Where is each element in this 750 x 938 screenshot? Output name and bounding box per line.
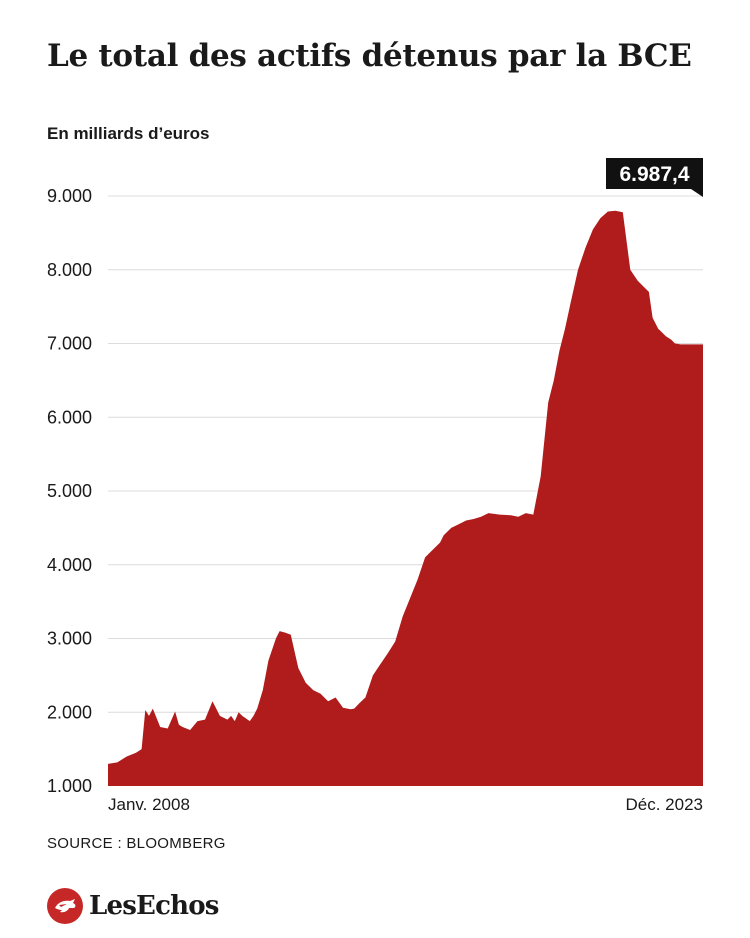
brand-logo: LesEchos: [47, 888, 219, 924]
y-tick-label: 3.000: [47, 629, 92, 649]
annotation-value: 6.987,4: [619, 163, 689, 186]
y-tick-label: 6.000: [47, 407, 92, 427]
y-tick-label: 1.000: [47, 776, 92, 796]
x-axis-start-label: Janv. 2008: [108, 795, 190, 814]
chart-title: Le total des actifs détenus par la BCE: [47, 38, 692, 74]
y-tick-label: 9.000: [47, 186, 92, 206]
source-note: SOURCE : BLOOMBERG: [47, 835, 226, 852]
x-axis-end-label: Déc. 2023: [626, 795, 704, 814]
y-axis-unit-label: En milliards d’euros: [47, 124, 210, 143]
annotation-pointer: [691, 189, 703, 197]
y-tick-label: 2.000: [47, 702, 92, 722]
area-series: [108, 210, 703, 787]
y-tick-label: 8.000: [47, 260, 92, 280]
annotation-box: [606, 158, 703, 189]
y-tick-label: 7.000: [47, 334, 92, 354]
y-tick-label: 4.000: [47, 555, 92, 575]
y-tick-label: 5.000: [47, 481, 92, 501]
brand-name: LesEchos: [89, 891, 219, 921]
end-value-annotation: 6.987,4: [606, 158, 703, 197]
area-chart: 1.000 2.000 3.000 4.000 5.000 6.000 7.000 8.000…: [47, 158, 704, 814]
les-echos-logo-icon: [47, 888, 83, 924]
